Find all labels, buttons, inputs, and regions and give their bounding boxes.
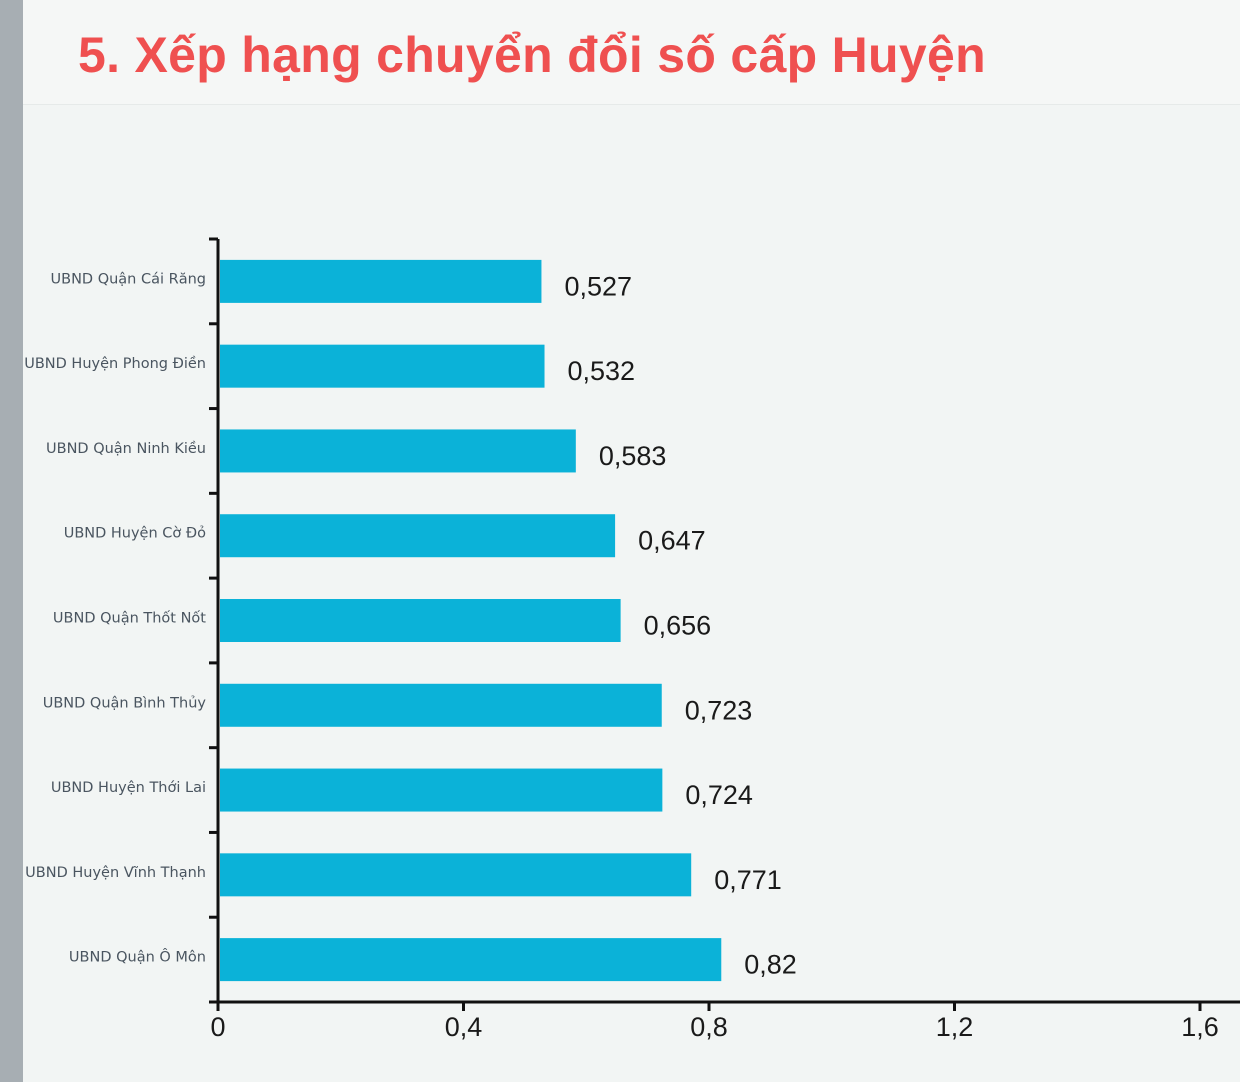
data-label: 0,656 bbox=[644, 611, 712, 641]
category-label: UBND Huyện Cờ Đỏ bbox=[64, 526, 206, 542]
header-band bbox=[23, 0, 1240, 105]
x-tick-label: 0,8 bbox=[690, 1012, 728, 1042]
category-label: UBND Huyện Vĩnh Thạnh bbox=[25, 865, 206, 881]
bar bbox=[220, 853, 692, 897]
bar bbox=[220, 683, 662, 727]
data-label: 0,724 bbox=[685, 780, 753, 810]
data-label: 0,647 bbox=[638, 526, 706, 556]
x-tick-label: 0,4 bbox=[445, 1012, 483, 1042]
bar bbox=[220, 599, 621, 642]
data-label: 0,527 bbox=[564, 271, 632, 301]
category-label: UBND Quận Ô Môn bbox=[69, 948, 206, 966]
category-label: UBND Quận Cái Răng bbox=[51, 271, 206, 287]
data-label: 0,723 bbox=[685, 695, 753, 725]
bar bbox=[220, 514, 616, 558]
page-title: 5. Xếp hạng chuyển đổi số cấp Huyện bbox=[78, 27, 986, 83]
x-tick-label: 0 bbox=[210, 1012, 225, 1042]
category-label: UBND Quận Bình Thủy bbox=[43, 695, 207, 711]
bar bbox=[220, 259, 542, 303]
data-label: 0,532 bbox=[568, 356, 636, 386]
bar bbox=[220, 938, 722, 982]
x-tick-label: 1,2 bbox=[936, 1012, 974, 1042]
bar bbox=[220, 768, 663, 812]
data-label: 0,583 bbox=[599, 441, 667, 471]
category-label: UBND Huyện Phong Điền bbox=[24, 355, 206, 372]
category-label: UBND Huyện Thới Lai bbox=[51, 780, 206, 796]
left-edge-strip bbox=[0, 0, 23, 1082]
data-label: 0,82 bbox=[744, 950, 797, 980]
category-label: UBND Quận Ninh Kiều bbox=[46, 440, 206, 457]
data-label: 0,771 bbox=[714, 865, 782, 895]
bar bbox=[220, 429, 576, 473]
x-tick-label: 1,6 bbox=[1181, 1012, 1219, 1042]
category-label: UBND Quận Thốt Nốt bbox=[53, 610, 206, 627]
bar bbox=[220, 344, 545, 388]
